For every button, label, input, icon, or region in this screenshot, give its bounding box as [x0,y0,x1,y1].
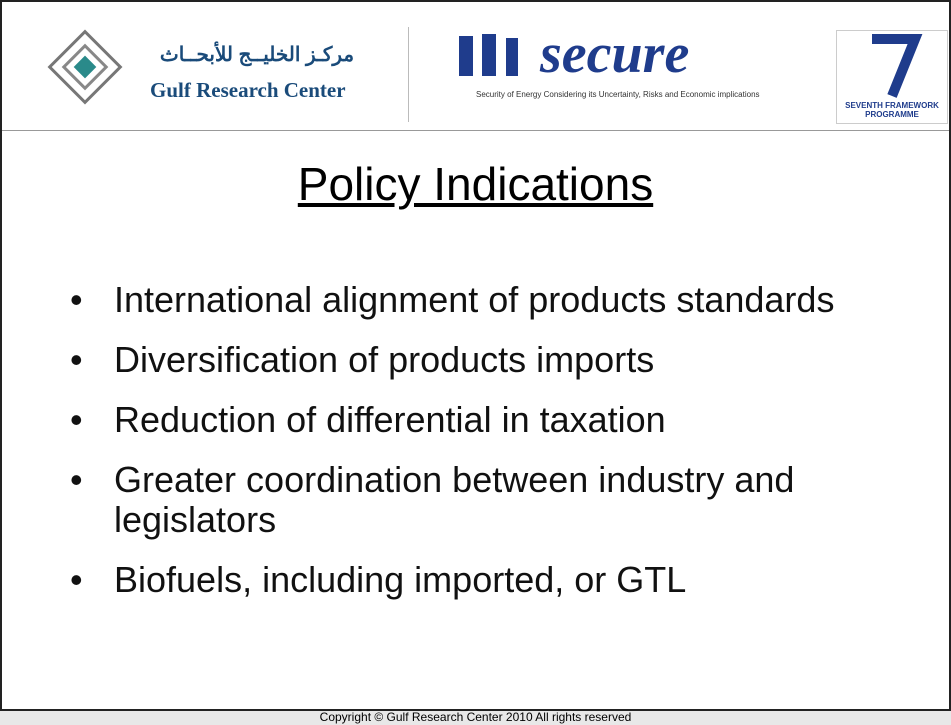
secure-logo: secure Security of Energy Considering it… [454,22,784,110]
bullet: Reduction of differential in taxation [70,400,912,441]
fp7-logo: SEVENTH FRAMEWORK PROGRAMME [836,30,948,124]
bullet: Diversification of products imports [70,340,912,381]
separator [408,27,409,122]
bullet-list: International alignment of products stan… [70,280,912,620]
header: مركـز الخليــج للأبحــاث Gulf Research C… [2,2,949,131]
fp7-label: SEVENTH FRAMEWORK PROGRAMME [845,101,939,119]
bullet: Biofuels, including imported, or GTL [70,560,912,601]
grc-logo [47,29,123,105]
bullet: International alignment of products stan… [70,280,912,321]
secure-icons [459,34,518,76]
secure-subtitle: Security of Energy Considering its Uncer… [476,90,760,99]
logo-english: Gulf Research Center [150,78,346,102]
fp7-mark [872,34,923,98]
bullet: Greater coordination between industry an… [70,460,912,540]
copyright: Copyright © Gulf Research Center 2010 Al… [319,710,632,724]
logo-arabic: مركـز الخليــج للأبحــاث [159,44,355,66]
slide-title: Policy Indications [297,158,654,210]
secure-title: secure [540,23,690,85]
